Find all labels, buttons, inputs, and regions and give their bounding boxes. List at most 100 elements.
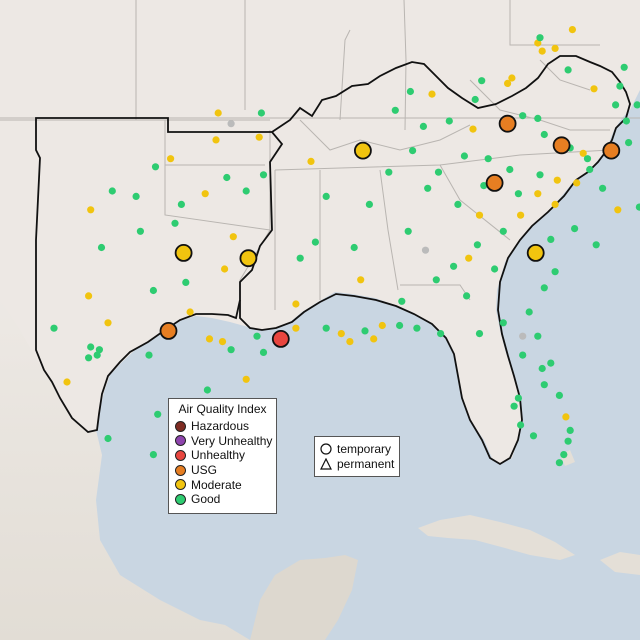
monitor-dot bbox=[484, 155, 492, 163]
monitor-dot bbox=[398, 297, 406, 305]
monitor-dot bbox=[538, 364, 546, 373]
monitor-dot bbox=[551, 200, 559, 208]
monitor-marker bbox=[239, 249, 258, 268]
monitor-dot bbox=[63, 378, 71, 386]
monitor-dot bbox=[592, 241, 600, 249]
monitor-dot bbox=[227, 346, 235, 354]
legend-label: Very Unhealthy bbox=[191, 433, 273, 448]
monitor-dot bbox=[614, 206, 622, 214]
monitor-dot bbox=[218, 338, 227, 346]
legend-swatch bbox=[175, 449, 186, 461]
region-outline-east bbox=[239, 55, 631, 466]
monitor-dot bbox=[145, 351, 153, 359]
legend-swatch bbox=[175, 493, 186, 505]
region-outline-west bbox=[35, 117, 284, 433]
monitor-dot bbox=[365, 200, 373, 208]
monitor-dot bbox=[396, 321, 404, 330]
shape-legend-permanent: permanent bbox=[320, 457, 394, 472]
monitor-dot bbox=[378, 321, 386, 330]
yucatan-land bbox=[250, 555, 358, 640]
monitor-dot bbox=[510, 402, 518, 410]
monitor-dot bbox=[514, 190, 523, 198]
monitor-marker bbox=[174, 243, 193, 262]
legend-label: Unhealthy bbox=[191, 448, 246, 463]
monitor-dot bbox=[337, 330, 345, 338]
monitor-dot bbox=[599, 184, 607, 192]
monitor-dot bbox=[579, 149, 587, 157]
monitor-dot bbox=[177, 200, 185, 208]
monitor-dot bbox=[547, 359, 555, 367]
monitor-dot bbox=[419, 122, 427, 130]
monitor-dot bbox=[259, 348, 268, 356]
monitor-dot bbox=[346, 338, 354, 346]
monitor-dot bbox=[538, 47, 546, 55]
monitor-dot bbox=[536, 34, 544, 42]
legend-swatch bbox=[175, 435, 186, 447]
monitor-dot bbox=[517, 211, 525, 219]
monitor-dot bbox=[620, 63, 628, 71]
monitor-dot bbox=[149, 286, 157, 295]
shape-legend-temporary: temporary bbox=[320, 442, 394, 457]
monitor-dot bbox=[201, 190, 209, 198]
monitor-dot bbox=[87, 206, 95, 214]
monitor-dot bbox=[586, 165, 594, 174]
monitor-dot bbox=[253, 332, 261, 340]
aqi-legend: Air Quality Index Hazardous Very Unhealth… bbox=[168, 398, 277, 514]
monitor-dot bbox=[616, 82, 624, 90]
monitor-dot bbox=[517, 421, 525, 429]
aqi-legend-item: Good bbox=[175, 492, 270, 507]
monitor-dot bbox=[534, 114, 542, 122]
monitor-marker bbox=[271, 329, 290, 348]
monitor-dot bbox=[499, 227, 507, 235]
monitor-dot bbox=[571, 225, 579, 233]
monitor-dot bbox=[568, 26, 577, 34]
monitor-dot bbox=[555, 459, 564, 467]
monitor-dot bbox=[454, 200, 462, 208]
aqi-legend-item: Unhealthy bbox=[175, 448, 270, 463]
monitor-dot bbox=[540, 130, 548, 139]
monitor-dot bbox=[478, 77, 486, 85]
monitor-dot bbox=[95, 346, 103, 354]
aqi-legend-item: Moderate bbox=[175, 477, 270, 492]
monitor-dot bbox=[104, 434, 112, 443]
monitor-dot bbox=[529, 432, 538, 440]
legend-label: USG bbox=[191, 463, 218, 478]
monitor-dot bbox=[421, 246, 430, 254]
monitor-dot bbox=[221, 265, 229, 273]
shape-legend: temporary permanent bbox=[314, 436, 400, 477]
monitor-dot bbox=[136, 227, 144, 235]
monitor-dot bbox=[540, 284, 548, 292]
monitor-dot bbox=[499, 319, 507, 327]
monitor-dot bbox=[536, 171, 544, 179]
hispaniola-island bbox=[600, 552, 640, 575]
monitor-dot bbox=[437, 330, 445, 338]
monitor-dot bbox=[508, 74, 516, 82]
monitor-dot bbox=[242, 375, 250, 383]
monitor-dot bbox=[450, 262, 458, 270]
monitor-dot bbox=[132, 192, 140, 200]
monitor-dot bbox=[404, 227, 412, 235]
monitor-dot bbox=[635, 203, 640, 211]
monitor-dot bbox=[551, 44, 559, 53]
monitor-dot bbox=[506, 165, 514, 174]
monitor-marker bbox=[159, 321, 178, 340]
monitor-dot bbox=[519, 112, 527, 120]
monitor-dot bbox=[469, 125, 477, 133]
legend-swatch bbox=[175, 479, 186, 491]
monitor-dot bbox=[514, 394, 523, 402]
monitor-dot bbox=[434, 168, 443, 176]
monitor-dot bbox=[357, 276, 365, 284]
monitor-dot bbox=[97, 243, 106, 252]
monitor-dot bbox=[154, 410, 162, 418]
monitor-dot bbox=[445, 117, 453, 125]
monitor-dot bbox=[259, 171, 268, 179]
monitor-dot bbox=[424, 184, 432, 192]
monitor-dot bbox=[186, 308, 194, 316]
monitor-marker bbox=[353, 141, 372, 160]
monitor-marker bbox=[498, 114, 517, 133]
monitor-dot bbox=[475, 211, 484, 219]
monitor-dot bbox=[229, 233, 237, 241]
monitor-dot bbox=[491, 265, 499, 273]
aqi-legend-item: USG bbox=[175, 463, 270, 478]
